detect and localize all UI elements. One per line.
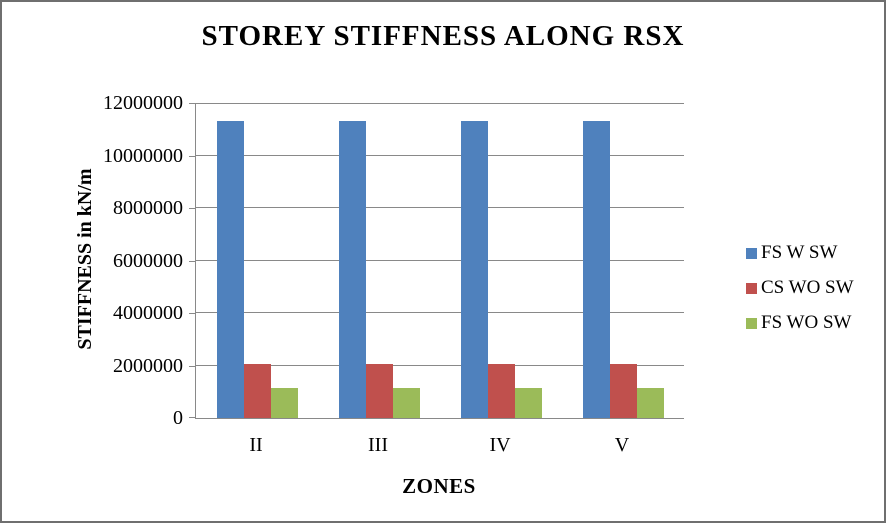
x-category-label: V [614, 434, 630, 456]
bar [243, 364, 271, 418]
x-axis-title: ZONES [402, 474, 476, 498]
legend-swatch [746, 282, 757, 294]
legend-item: FS W SW [746, 241, 854, 265]
gridline [196, 312, 684, 313]
gridline [196, 154, 684, 156]
plot-area [189, 103, 684, 419]
bar [216, 121, 244, 418]
y-axis-tick [189, 313, 196, 314]
bar [636, 388, 664, 418]
legend-label: FS W SW [761, 242, 838, 263]
bar [270, 388, 298, 418]
gridline [196, 207, 684, 208]
y-axis-tick [189, 103, 196, 104]
x-category-label: IV [489, 434, 511, 456]
gridline [196, 259, 684, 261]
legend-item: CS WO SW [746, 276, 854, 300]
bar [487, 364, 515, 418]
y-tick-label: 0 [173, 407, 183, 429]
x-category-label: III [368, 434, 388, 456]
y-tick-label: 6000000 [113, 249, 183, 272]
bar [392, 388, 420, 418]
y-axis-tick [189, 155, 196, 157]
y-tick-label: 4000000 [113, 302, 183, 324]
x-category-label: II [249, 434, 263, 456]
bar [365, 364, 393, 418]
legend-swatch [746, 317, 757, 329]
bar [582, 121, 610, 418]
legend-label: FS WO SW [761, 312, 852, 333]
bar [460, 121, 488, 418]
legend: FS W SW CS WO SW FS WO SW [746, 241, 854, 335]
chart-title: STOREY STIFFNESS ALONG RSX [201, 20, 685, 52]
gridline [196, 364, 684, 366]
legend-label: CS WO SW [761, 277, 854, 298]
y-tick-label: 8000000 [113, 197, 183, 219]
y-axis-tick [189, 260, 196, 262]
y-axis-tick [189, 365, 196, 367]
y-tick-label: 10000000 [103, 144, 183, 167]
legend-swatch [746, 247, 757, 259]
bar [514, 388, 542, 418]
y-tick-label: 2000000 [113, 354, 183, 377]
y-axis-tick [189, 417, 196, 418]
y-axis-tick [189, 208, 196, 209]
bar [338, 121, 366, 418]
legend-item: FS WO SW [746, 311, 854, 335]
y-tick-label: 12000000 [103, 92, 183, 114]
bar [609, 364, 637, 418]
gridline [196, 103, 684, 104]
